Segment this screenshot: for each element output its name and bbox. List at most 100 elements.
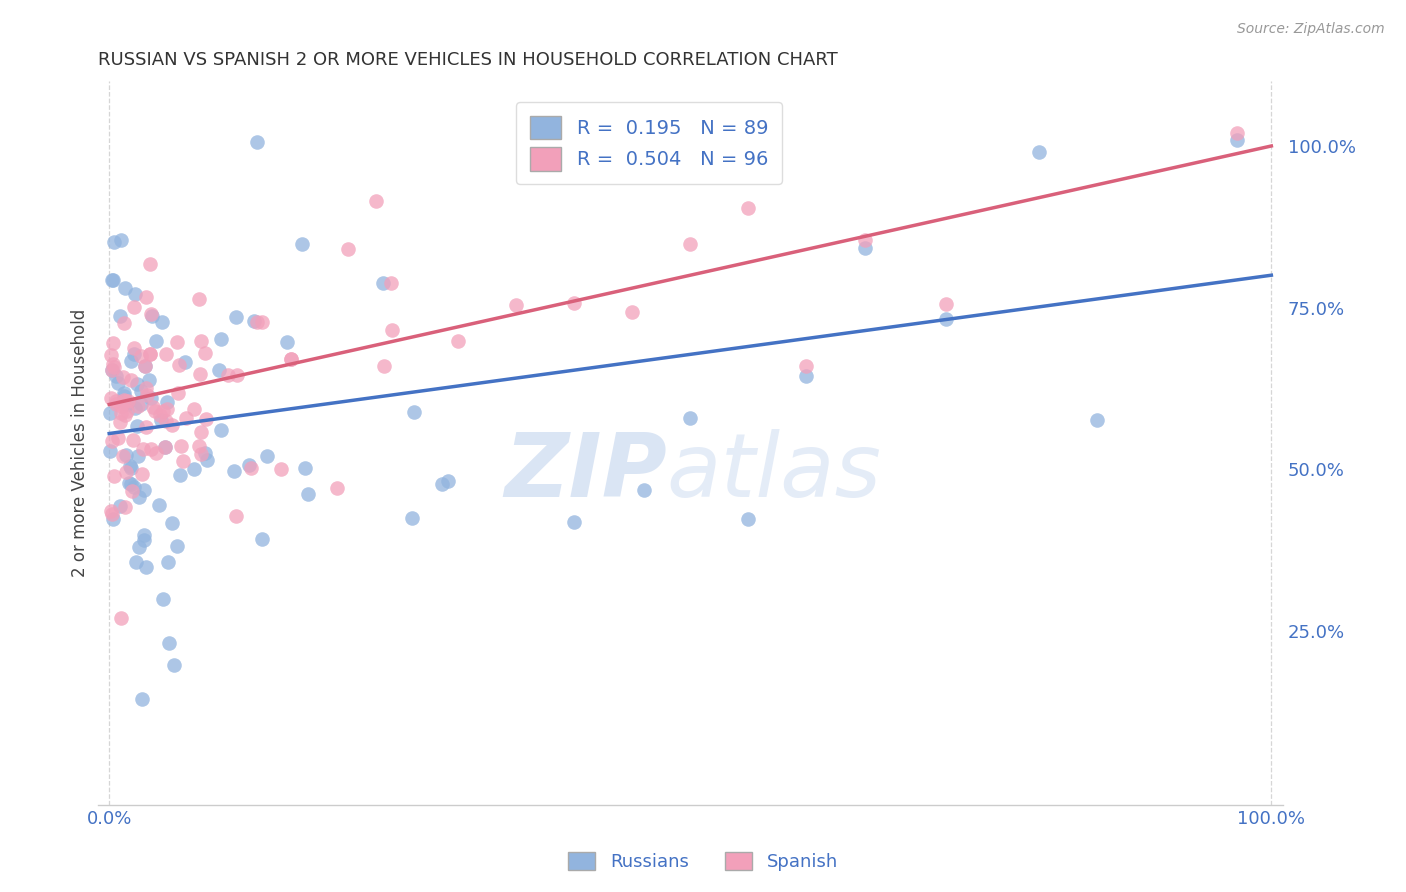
Point bbox=[157, 635, 180, 649]
Point bbox=[796, 369, 818, 384]
Point bbox=[110, 233, 132, 247]
Point bbox=[187, 293, 209, 307]
Point bbox=[402, 405, 425, 419]
Point bbox=[138, 346, 160, 360]
Point bbox=[135, 381, 157, 395]
Point bbox=[436, 474, 458, 488]
Point bbox=[107, 376, 129, 391]
Point bbox=[112, 386, 135, 401]
Point bbox=[679, 237, 702, 252]
Point bbox=[169, 439, 191, 453]
Point bbox=[935, 297, 957, 311]
Point bbox=[101, 357, 124, 371]
Point bbox=[125, 555, 148, 569]
Point bbox=[152, 592, 174, 607]
Point bbox=[250, 533, 273, 547]
Point bbox=[174, 355, 197, 369]
Point bbox=[366, 194, 388, 208]
Point bbox=[145, 334, 167, 348]
Point bbox=[148, 498, 170, 512]
Point bbox=[103, 468, 125, 483]
Point bbox=[447, 334, 470, 348]
Point bbox=[167, 385, 190, 400]
Point bbox=[737, 512, 759, 526]
Point bbox=[1225, 126, 1247, 140]
Point bbox=[121, 484, 143, 499]
Point bbox=[187, 439, 209, 453]
Point bbox=[337, 242, 360, 256]
Point bbox=[143, 403, 166, 417]
Point bbox=[121, 461, 143, 475]
Point bbox=[104, 369, 127, 384]
Point bbox=[98, 444, 121, 458]
Point bbox=[796, 359, 818, 374]
Point bbox=[562, 296, 585, 310]
Point bbox=[401, 511, 423, 525]
Point bbox=[195, 453, 218, 467]
Point bbox=[145, 446, 167, 460]
Point bbox=[633, 483, 655, 498]
Point bbox=[209, 423, 232, 437]
Point bbox=[194, 445, 217, 459]
Point bbox=[291, 237, 314, 252]
Point bbox=[1225, 132, 1247, 146]
Point bbox=[188, 368, 211, 382]
Point bbox=[100, 348, 122, 362]
Point bbox=[112, 393, 135, 408]
Point bbox=[270, 462, 292, 476]
Point bbox=[243, 314, 266, 328]
Point bbox=[112, 370, 135, 384]
Point bbox=[209, 332, 232, 346]
Point bbox=[430, 477, 453, 491]
Point bbox=[150, 315, 173, 329]
Point bbox=[155, 347, 177, 361]
Point bbox=[101, 363, 124, 377]
Text: Source: ZipAtlas.com: Source: ZipAtlas.com bbox=[1237, 22, 1385, 37]
Point bbox=[103, 336, 125, 351]
Point bbox=[190, 334, 212, 348]
Point bbox=[132, 442, 155, 456]
Point bbox=[149, 413, 172, 427]
Point bbox=[101, 272, 124, 286]
Point bbox=[225, 310, 247, 324]
Point bbox=[505, 297, 527, 311]
Point bbox=[112, 389, 135, 403]
Point bbox=[153, 440, 176, 454]
Point bbox=[131, 692, 153, 706]
Point bbox=[135, 420, 157, 434]
Point bbox=[169, 468, 191, 483]
Point bbox=[193, 345, 215, 359]
Point bbox=[1085, 413, 1108, 427]
Point bbox=[935, 312, 957, 326]
Point bbox=[194, 412, 217, 426]
Point bbox=[104, 397, 127, 411]
Point bbox=[100, 273, 122, 287]
Point bbox=[256, 449, 278, 463]
Point bbox=[679, 410, 702, 425]
Point bbox=[280, 352, 302, 367]
Point bbox=[297, 487, 319, 501]
Point bbox=[239, 460, 262, 475]
Point bbox=[166, 334, 188, 349]
Point bbox=[115, 448, 138, 462]
Point bbox=[101, 512, 124, 526]
Point bbox=[98, 406, 121, 420]
Point bbox=[114, 280, 136, 294]
Point bbox=[122, 480, 145, 494]
Point bbox=[208, 363, 231, 377]
Text: RUSSIAN VS SPANISH 2 OR MORE VEHICLES IN HOUSEHOLD CORRELATION CHART: RUSSIAN VS SPANISH 2 OR MORE VEHICLES IN… bbox=[97, 51, 838, 69]
Point bbox=[174, 411, 197, 425]
Point bbox=[127, 419, 149, 434]
Point bbox=[115, 465, 138, 479]
Point bbox=[373, 359, 395, 374]
Point bbox=[114, 394, 136, 409]
Point bbox=[138, 257, 160, 271]
Point bbox=[246, 315, 269, 329]
Point bbox=[100, 392, 122, 406]
Point bbox=[100, 504, 122, 518]
Point bbox=[131, 467, 153, 481]
Point bbox=[853, 233, 876, 247]
Point bbox=[127, 377, 149, 392]
Point bbox=[128, 541, 150, 555]
Point bbox=[128, 490, 150, 504]
